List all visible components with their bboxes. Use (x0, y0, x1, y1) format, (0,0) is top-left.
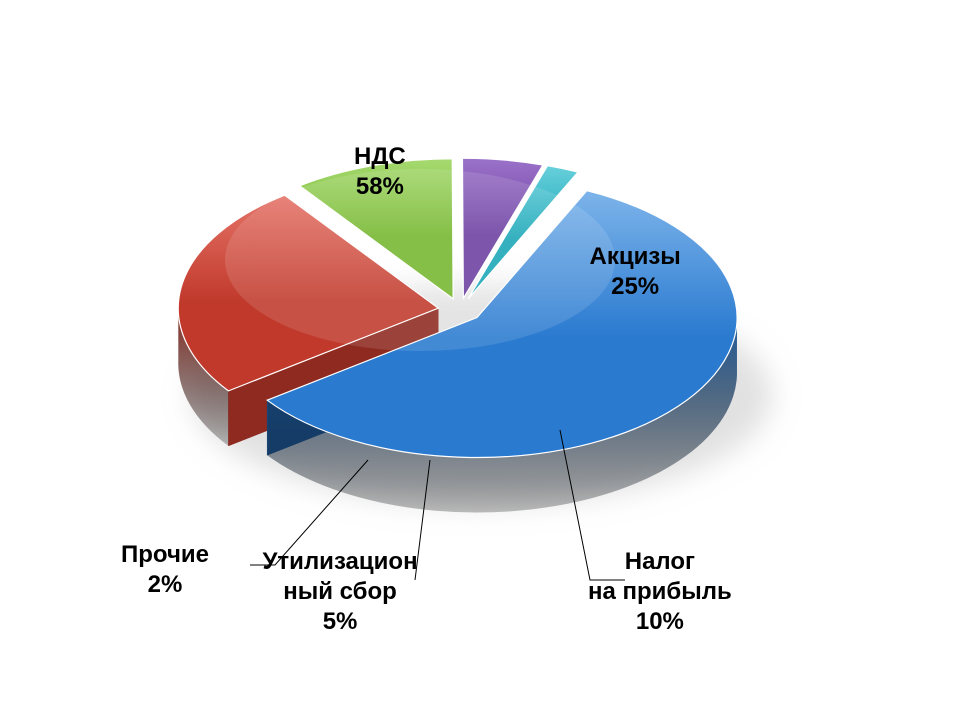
label-Акцизы: Акцизы 25% (590, 242, 681, 302)
label-НДС: НДС 58% (354, 142, 406, 202)
label-Прочие: Прочие 2% (121, 540, 209, 600)
label-Налог на прибыль: Налог на прибыль 10% (588, 547, 732, 637)
gloss (225, 169, 615, 351)
label-Утилизационный сбор: Утилизацион ный сбор 5% (263, 547, 418, 637)
pie-chart-3d: НДС 58% Акцизы 25% Налог на прибыль 10% Ути… (0, 0, 960, 720)
